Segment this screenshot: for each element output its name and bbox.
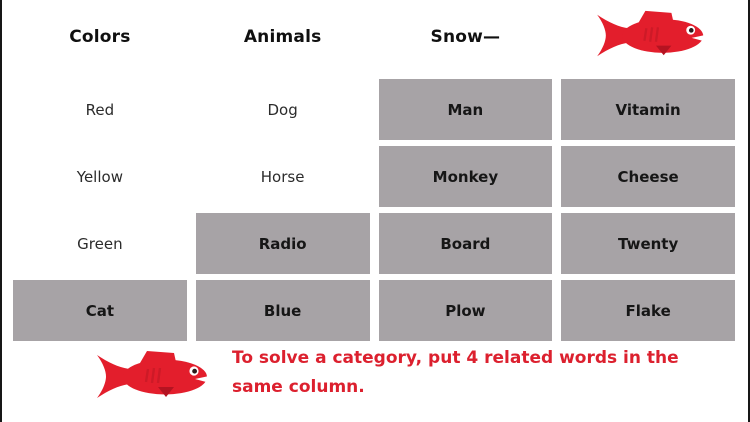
word-tile-radio[interactable]: Radio [195,213,370,274]
word-tile-dog[interactable]: Dog [267,100,298,119]
column-header-snow: Snow— [379,0,553,73]
word-tile-twenty[interactable]: Twenty [561,213,735,274]
column-header-label: Colors [69,26,131,47]
column-header-label: Snow— [430,26,501,47]
word-tile-vitamin[interactable]: Vitamin [561,79,735,140]
word-tile-board[interactable]: Board [378,213,553,274]
word-tile-horse[interactable]: Horse [260,167,305,186]
word-tile-flake[interactable]: Flake [561,280,735,341]
word-tile-monkey[interactable]: Monkey [378,146,553,207]
instruction-text: To solve a category, put 4 related words… [232,344,682,402]
column-header-label: Animals [243,26,322,47]
instruction-line-1: To solve a category, put 4 related words… [232,348,679,368]
word-tile-red[interactable]: Red [85,100,115,119]
word-tile-man[interactable]: Man [378,79,553,140]
footer-red-herring [95,348,220,404]
column-header-colors: Colors [13,0,187,73]
red-herring-icon [97,351,209,398]
red-herring-icon [596,10,705,57]
word-tile-cat[interactable]: Cat [13,280,187,341]
column-header-animals: Animals [196,0,370,73]
column-header-red-herring [561,0,735,73]
instruction-line-2: same column. [232,377,365,397]
word-tile-plow[interactable]: Plow [378,280,553,341]
word-tile-cheese[interactable]: Cheese [561,146,735,207]
word-tile-blue[interactable]: Blue [195,280,370,341]
word-tile-yellow[interactable]: Yellow [76,167,123,186]
puzzle-grid: Colors Animals Snow— [13,0,735,341]
word-tile-green[interactable]: Green [77,234,123,253]
